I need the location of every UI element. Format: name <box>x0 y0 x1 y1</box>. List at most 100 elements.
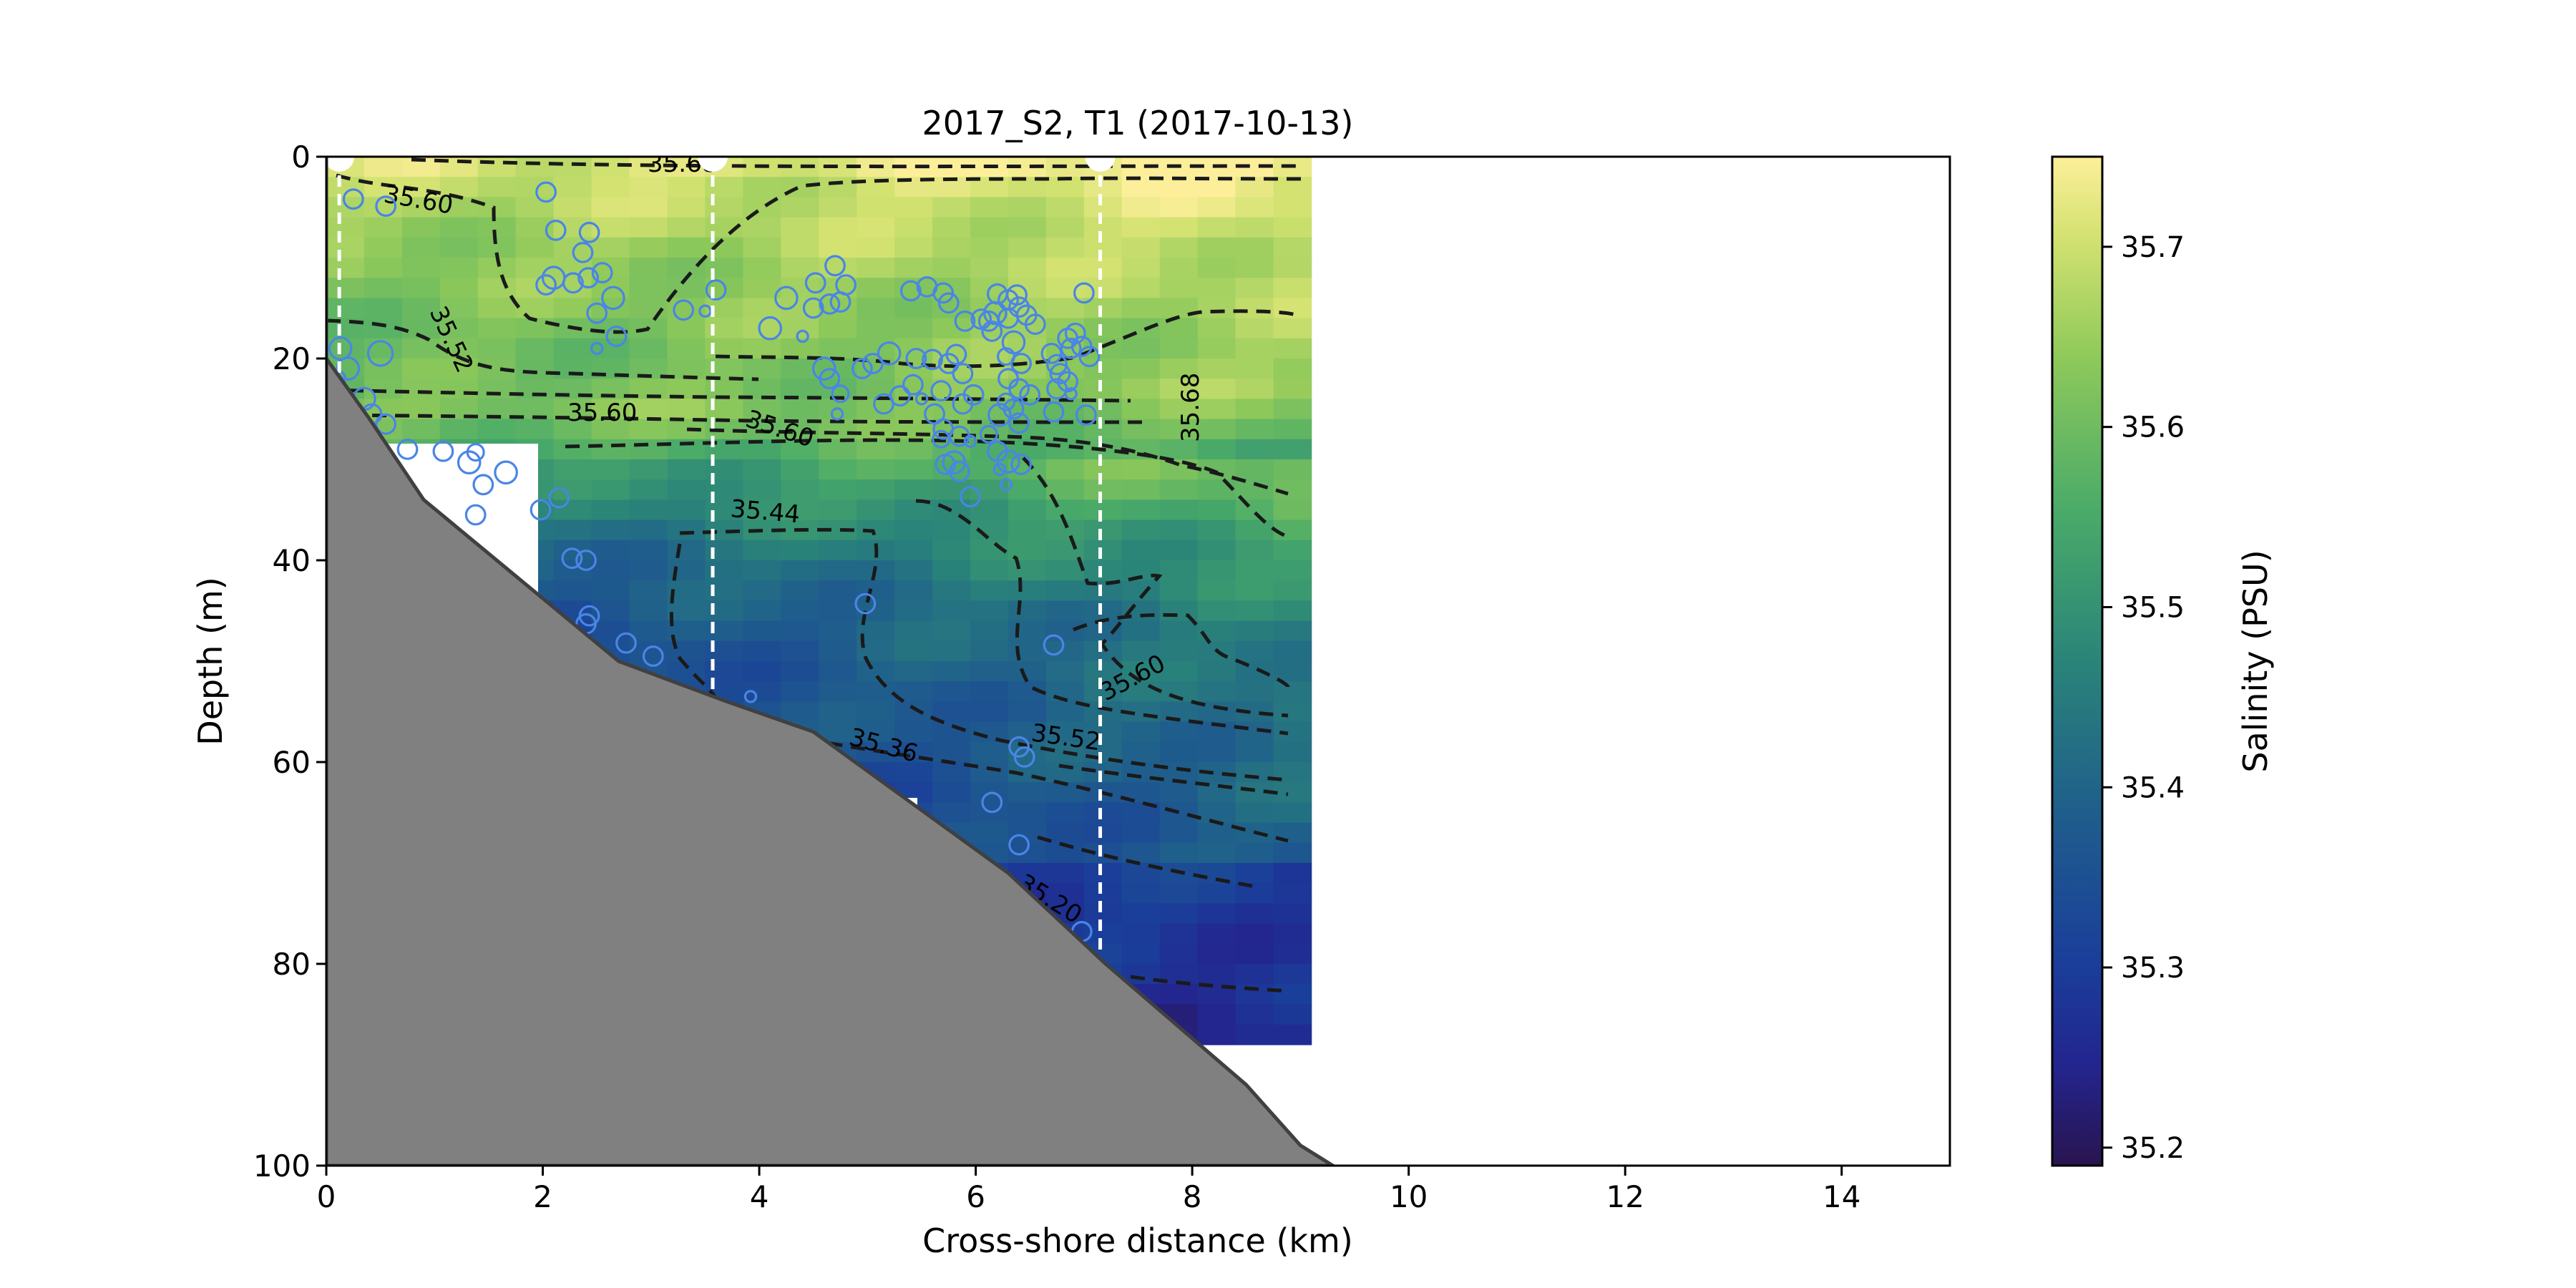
detection-marker <box>375 413 397 435</box>
detection-marker <box>962 384 985 406</box>
heatmap-cell <box>326 298 365 319</box>
heatmap-cell <box>591 560 630 581</box>
heatmap-cell <box>1273 217 1312 238</box>
detection-marker <box>899 280 922 302</box>
heatmap-cell <box>364 157 403 177</box>
heatmap-cell <box>819 459 857 480</box>
contour-line <box>679 527 1289 782</box>
detection-marker <box>831 384 850 404</box>
detection-marker <box>494 460 518 485</box>
heatmap-cell <box>1235 741 1274 763</box>
heatmap-cell <box>1121 883 1161 904</box>
detection-marker <box>996 449 1020 474</box>
detection-marker <box>472 474 494 496</box>
heatmap-cell <box>819 681 857 703</box>
heatmap-cell <box>667 399 706 420</box>
heatmap-cell <box>970 519 1009 541</box>
heatmap-cell <box>819 177 857 198</box>
heatmap-cell <box>629 258 668 278</box>
heatmap-cell <box>1045 499 1085 521</box>
heatmap-cell <box>857 439 895 460</box>
heatmap-cell <box>553 197 592 218</box>
heatmap-cell <box>894 580 933 602</box>
heatmap-cell <box>932 540 971 561</box>
heatmap-cell <box>1159 479 1199 501</box>
heatmap-cell <box>1121 479 1161 501</box>
heatmap-cell <box>1235 842 1274 864</box>
heatmap-cell <box>667 197 706 218</box>
heatmap-cell <box>553 278 592 299</box>
heatmap-cell <box>401 419 441 440</box>
heatmap-cell <box>1197 923 1236 945</box>
heatmap-cell <box>1197 459 1236 480</box>
heatmap-cell <box>1045 661 1085 682</box>
heatmap-cell <box>932 721 971 743</box>
heatmap-cell <box>819 499 857 521</box>
detection-marker <box>802 297 824 319</box>
detection-marker <box>562 272 584 294</box>
detection-marker <box>366 340 394 367</box>
colorbar-tick-label: 35.5 <box>2121 591 2185 624</box>
heatmap-cell <box>364 237 403 258</box>
heatmap-cell <box>1235 379 1274 400</box>
heatmap-cell <box>1159 379 1199 400</box>
heatmap-cell <box>477 278 517 299</box>
heatmap-cell <box>1045 258 1085 278</box>
colorbar-tick-label: 35.4 <box>2121 771 2185 804</box>
heatmap-cell <box>629 519 668 541</box>
heatmap-cell <box>1083 600 1123 622</box>
heatmap-cell <box>1273 580 1312 602</box>
detection-marker <box>601 286 625 311</box>
heatmap-cell <box>401 358 441 379</box>
detection-marker <box>743 690 758 703</box>
colorbar-tick-label: 35.6 <box>2121 411 2185 444</box>
heatmap-cell <box>1273 842 1312 864</box>
heatmap-cell <box>591 157 630 177</box>
detection-marker <box>932 429 951 449</box>
heatmap-cell <box>439 177 479 198</box>
heatmap-cell <box>1197 1004 1236 1025</box>
heatmap-cell <box>591 237 630 258</box>
heatmap-cell <box>1121 661 1161 682</box>
heatmap-cell <box>743 620 782 642</box>
contour-line <box>1073 613 1290 688</box>
heatmap-cell <box>401 338 441 359</box>
heatmap-cell <box>1197 479 1236 501</box>
detection-marker <box>590 341 604 356</box>
heatmap-cell <box>1235 439 1274 460</box>
detection-marker <box>804 272 826 294</box>
heatmap-cell <box>970 237 1009 258</box>
heatmap-cell <box>932 802 971 824</box>
detection-marker <box>530 499 552 521</box>
heatmap-cell <box>1083 802 1123 824</box>
heatmap-cell <box>781 600 819 622</box>
detection-marker <box>615 632 637 654</box>
heatmap-cell <box>1159 338 1199 359</box>
detection-marker <box>705 279 727 301</box>
heatmap-cell <box>781 701 819 723</box>
heatmap-cell <box>1197 600 1236 622</box>
heatmap-cell <box>1045 560 1085 581</box>
heatmap-cell <box>1273 318 1312 339</box>
heatmap-cell <box>629 399 668 420</box>
heatmap-cell <box>1273 197 1312 218</box>
heatmap-cell <box>1159 419 1199 440</box>
heatmap-cell <box>819 540 857 561</box>
contour-line <box>1022 457 1289 718</box>
detection-marker <box>952 363 974 384</box>
detection-marker <box>1043 634 1065 656</box>
detection-marker <box>1010 353 1032 374</box>
heatmap-cell <box>705 580 744 602</box>
detection-marker <box>1008 736 1030 758</box>
heatmap-cell <box>1083 863 1123 884</box>
heatmap-cell <box>553 157 592 177</box>
heatmap-cell <box>1121 822 1161 844</box>
heatmap-cell <box>781 258 819 278</box>
x-axis-label: Cross-shore distance (km) <box>922 1221 1353 1260</box>
y-tick-label: 0 <box>291 140 311 175</box>
heatmap-cell <box>819 580 857 602</box>
heatmap-cell <box>1083 358 1123 379</box>
heatmap-cell <box>1235 298 1274 319</box>
heatmap-cell <box>1008 640 1047 662</box>
heatmap-cell <box>477 177 517 198</box>
